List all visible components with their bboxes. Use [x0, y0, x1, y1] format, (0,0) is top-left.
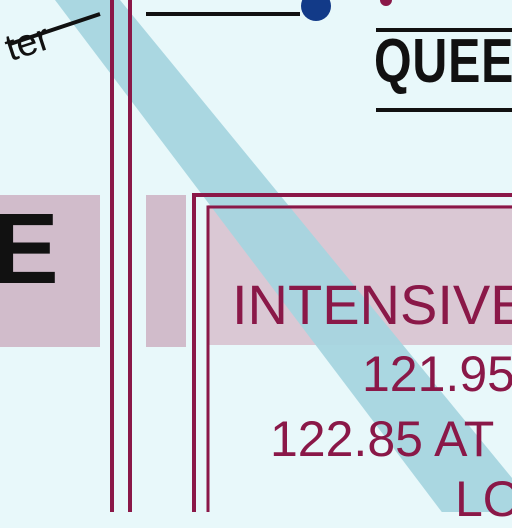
zone-frequency-1: 121.95	[362, 346, 512, 402]
shaded-band-center	[146, 195, 186, 347]
zone-title: INTENSIVE	[232, 273, 512, 336]
band-label-fragment: E	[0, 193, 59, 305]
navaid-dot-icon	[301, 0, 331, 21]
route-line	[55, 0, 512, 512]
zone-frequency-2: 122.85 AT	[270, 411, 495, 467]
zone-box-inner	[206, 205, 512, 512]
shaded-band-left	[0, 195, 100, 347]
map-label-fragment-queen: QUEE	[374, 27, 512, 96]
map-canvas	[0, 0, 512, 512]
zone-box-outer	[192, 193, 512, 512]
zone-frequency-3: LO	[455, 471, 512, 527]
rule-line-top-left	[9, 12, 101, 46]
red-marker-icon	[380, 0, 392, 6]
